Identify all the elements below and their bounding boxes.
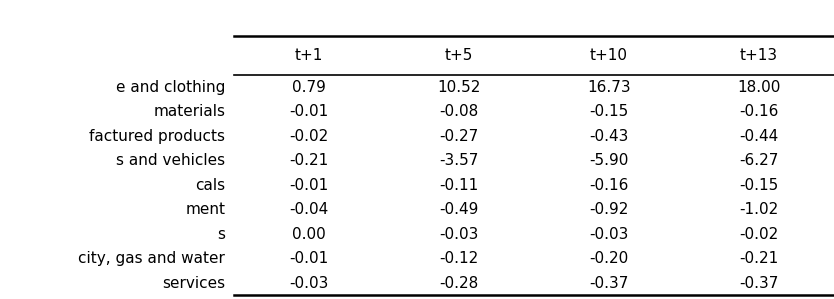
Text: t+10: t+10 (590, 48, 628, 63)
Text: t+5: t+5 (445, 48, 473, 63)
Text: -0.08: -0.08 (439, 104, 479, 119)
Text: services: services (162, 276, 225, 291)
Text: -0.03: -0.03 (439, 227, 479, 242)
Text: materials: materials (153, 104, 225, 119)
Text: s and vehicles: s and vehicles (116, 153, 225, 168)
Text: -0.03: -0.03 (589, 227, 629, 242)
Text: -1.02: -1.02 (739, 202, 779, 217)
Text: 18.00: 18.00 (737, 80, 781, 94)
Text: -0.02: -0.02 (289, 129, 329, 144)
Text: -0.04: -0.04 (289, 202, 329, 217)
Text: 0.79: 0.79 (292, 80, 325, 94)
Text: -0.15: -0.15 (739, 178, 779, 193)
Text: -0.20: -0.20 (589, 251, 629, 266)
Text: s: s (217, 227, 225, 242)
Text: -0.27: -0.27 (439, 129, 479, 144)
Text: -0.37: -0.37 (589, 276, 629, 291)
Text: -0.12: -0.12 (439, 251, 479, 266)
Text: -0.21: -0.21 (289, 153, 329, 168)
Text: -0.01: -0.01 (289, 178, 329, 193)
Text: city, gas and water: city, gas and water (78, 251, 225, 266)
Text: -0.15: -0.15 (589, 104, 629, 119)
Text: factured products: factured products (89, 129, 225, 144)
Text: -0.37: -0.37 (739, 276, 779, 291)
Text: -0.16: -0.16 (739, 104, 779, 119)
Text: -0.11: -0.11 (439, 178, 479, 193)
Text: 16.73: 16.73 (587, 80, 631, 94)
Text: e and clothing: e and clothing (116, 80, 225, 94)
Text: -0.44: -0.44 (739, 129, 779, 144)
Text: -3.57: -3.57 (439, 153, 479, 168)
Text: -0.16: -0.16 (589, 178, 629, 193)
Text: -5.90: -5.90 (589, 153, 629, 168)
Text: -0.01: -0.01 (289, 104, 329, 119)
Text: 10.52: 10.52 (437, 80, 480, 94)
Text: 0.00: 0.00 (292, 227, 325, 242)
Text: -0.92: -0.92 (589, 202, 629, 217)
Text: ment: ment (185, 202, 225, 217)
Text: t+13: t+13 (740, 48, 778, 63)
Text: t+1: t+1 (294, 48, 323, 63)
Text: -6.27: -6.27 (739, 153, 779, 168)
Text: -0.01: -0.01 (289, 251, 329, 266)
Text: -0.02: -0.02 (739, 227, 779, 242)
Text: -0.43: -0.43 (589, 129, 629, 144)
Text: -0.49: -0.49 (439, 202, 479, 217)
Text: -0.03: -0.03 (289, 276, 329, 291)
Text: -0.28: -0.28 (439, 276, 479, 291)
Text: cals: cals (195, 178, 225, 193)
Text: -0.21: -0.21 (739, 251, 779, 266)
